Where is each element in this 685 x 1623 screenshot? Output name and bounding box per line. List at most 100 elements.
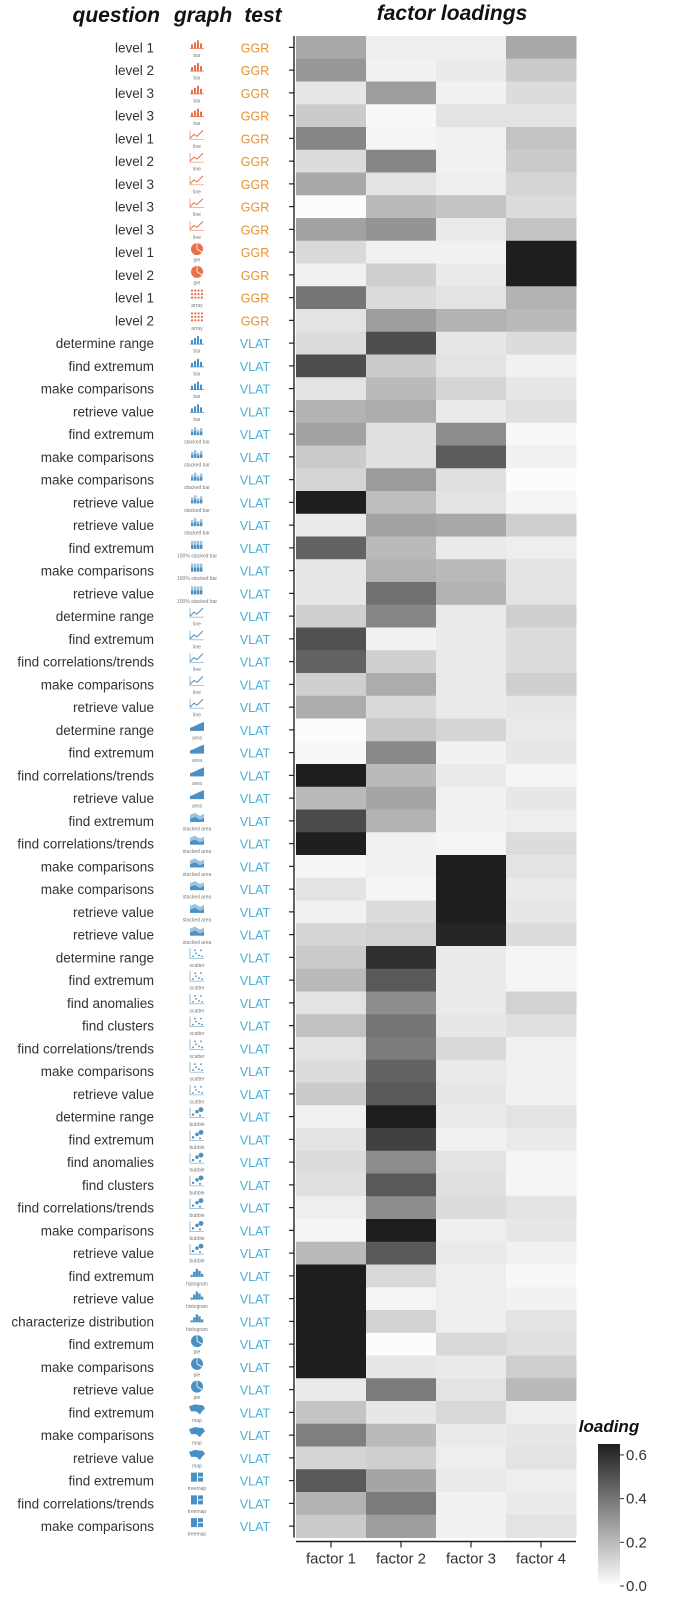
- heatmap-row: retrieve value map VLAT: [73, 1446, 577, 1470]
- map-chart-icon: map: [189, 1404, 205, 1424]
- icon-bar: [191, 454, 194, 458]
- heatmap-row: find extremum bubble VLAT: [68, 1128, 577, 1152]
- question-label: level 1: [115, 291, 154, 306]
- heatmap-row: find anomalies bubble VLAT: [67, 1150, 577, 1174]
- heatmap-cell: [366, 1037, 437, 1061]
- question-label: determine range: [56, 609, 154, 624]
- factor-label: factor 3: [446, 1551, 496, 1568]
- graph-type-caption: bubble: [189, 1168, 204, 1174]
- question-label: retrieve value: [73, 905, 154, 920]
- heatmap-row: level 2 line GGR: [115, 149, 577, 173]
- heatmap-cell: [506, 81, 577, 105]
- heatmap-cell: [296, 1423, 367, 1447]
- heatmap-row: level 2 bar GGR: [115, 58, 577, 82]
- heatmap-cell: [506, 673, 577, 697]
- heatmap-cell: [506, 923, 577, 947]
- graph-type-caption: bubble: [189, 1145, 204, 1151]
- icon-dot: [194, 949, 196, 952]
- heatmap-cell: [366, 1310, 437, 1334]
- icon-dot: [194, 1085, 196, 1088]
- icon-bar: [194, 87, 196, 94]
- icon-area: [190, 907, 204, 913]
- icon-bubble: [198, 1152, 204, 1158]
- heatmap-cell: [436, 1355, 507, 1379]
- heatmap-row: retrieve value stacked bar VLAT: [73, 513, 577, 537]
- test-label: VLAT: [240, 1520, 271, 1534]
- graph-type-caption: area: [192, 735, 202, 741]
- icon-bubble: [191, 1113, 195, 1116]
- test-label: VLAT: [240, 678, 271, 692]
- colorbar-tick-label: 0.2: [626, 1534, 647, 1551]
- icon-dot: [194, 1040, 196, 1043]
- icon-bar: [191, 567, 194, 572]
- icon-bar: [198, 1293, 201, 1300]
- icon-bar: [200, 454, 203, 458]
- heatmap-cell: [436, 877, 507, 901]
- heatmap-cell: [366, 1173, 437, 1197]
- heatmap-cell: [296, 559, 367, 583]
- heatmap-cell: [436, 809, 507, 833]
- test-label: VLAT: [240, 474, 271, 488]
- test-label: VLAT: [240, 451, 271, 465]
- heatmap-row: retrieve value area VLAT: [73, 786, 577, 810]
- test-label: VLAT: [240, 496, 271, 510]
- heatmap-cell: [436, 127, 507, 151]
- graph-type-caption: treemap: [188, 1532, 207, 1538]
- heatmap-cell: [366, 559, 437, 583]
- heatmap-cell: [436, 1059, 507, 1083]
- icon-dot: [195, 1066, 197, 1069]
- question-label: level 3: [115, 86, 154, 101]
- heatmap-row: level 1 pie GGR: [115, 240, 577, 264]
- icon-bar: [194, 431, 197, 436]
- test-label: VLAT: [240, 1270, 271, 1284]
- heatmap-row: determine range bubble VLAT: [56, 1105, 577, 1129]
- graph-type-caption: line: [193, 212, 201, 218]
- question-label: find extremum: [68, 1474, 154, 1489]
- heatmap-cell: [366, 1378, 437, 1402]
- bar-chart-icon: bar: [190, 404, 204, 423]
- graph-type-caption: area: [192, 758, 202, 764]
- heatmap-cell: [366, 1082, 437, 1106]
- heatmap-cell: [506, 1105, 577, 1129]
- icon-dot: [195, 1088, 197, 1091]
- icon-bar: [197, 544, 200, 549]
- test-label: GGR: [241, 223, 269, 237]
- icon-dot: [190, 315, 194, 318]
- icon-line: [189, 152, 204, 162]
- heatmap-cell: [506, 149, 577, 173]
- heatmap-cell: [436, 1423, 507, 1447]
- icon-bar: [200, 431, 203, 436]
- heatmap-cell: [366, 58, 437, 82]
- test-label: VLAT: [240, 428, 271, 442]
- graph-type-caption: pie: [194, 1372, 201, 1378]
- icon-dot: [201, 1046, 203, 1049]
- bar-chart-icon: bar: [190, 85, 204, 104]
- heatmap-cell: [296, 1150, 367, 1174]
- icon-dot: [192, 978, 194, 981]
- icon-bar: [200, 522, 203, 527]
- bar-chart-icon: bar: [190, 358, 204, 377]
- icon-axis: [189, 1244, 204, 1255]
- heatmap-cell: [506, 1264, 577, 1288]
- heatmap-cell: [506, 104, 577, 128]
- test-label: VLAT: [240, 1020, 271, 1034]
- heatmap-cell: [366, 468, 437, 492]
- heatmap-row: find extremum scatter VLAT: [68, 968, 577, 992]
- heatmap-cell: [296, 1241, 367, 1265]
- heatmap-cell: [506, 309, 577, 333]
- heatmap-row: level 3 line GGR: [115, 172, 577, 196]
- heatmap-cell: [436, 331, 507, 355]
- icon-bar: [200, 43, 202, 49]
- graph-type-caption: line: [193, 622, 201, 628]
- 100-stacked-bar-chart-icon: 100% stacked bar: [177, 586, 217, 605]
- icon-bar: [191, 112, 193, 117]
- heatmap-cell: [506, 741, 577, 765]
- icon-dot: [195, 1043, 197, 1046]
- heatmap-cell: [436, 1401, 507, 1425]
- line-chart-icon: line: [189, 698, 204, 719]
- line-chart-icon: line: [189, 152, 204, 173]
- stacked-area-chart-icon: stacked area: [183, 903, 212, 923]
- heatmap-cell: [366, 422, 437, 446]
- area-chart-icon: area: [190, 767, 204, 787]
- question-label: level 1: [115, 40, 154, 55]
